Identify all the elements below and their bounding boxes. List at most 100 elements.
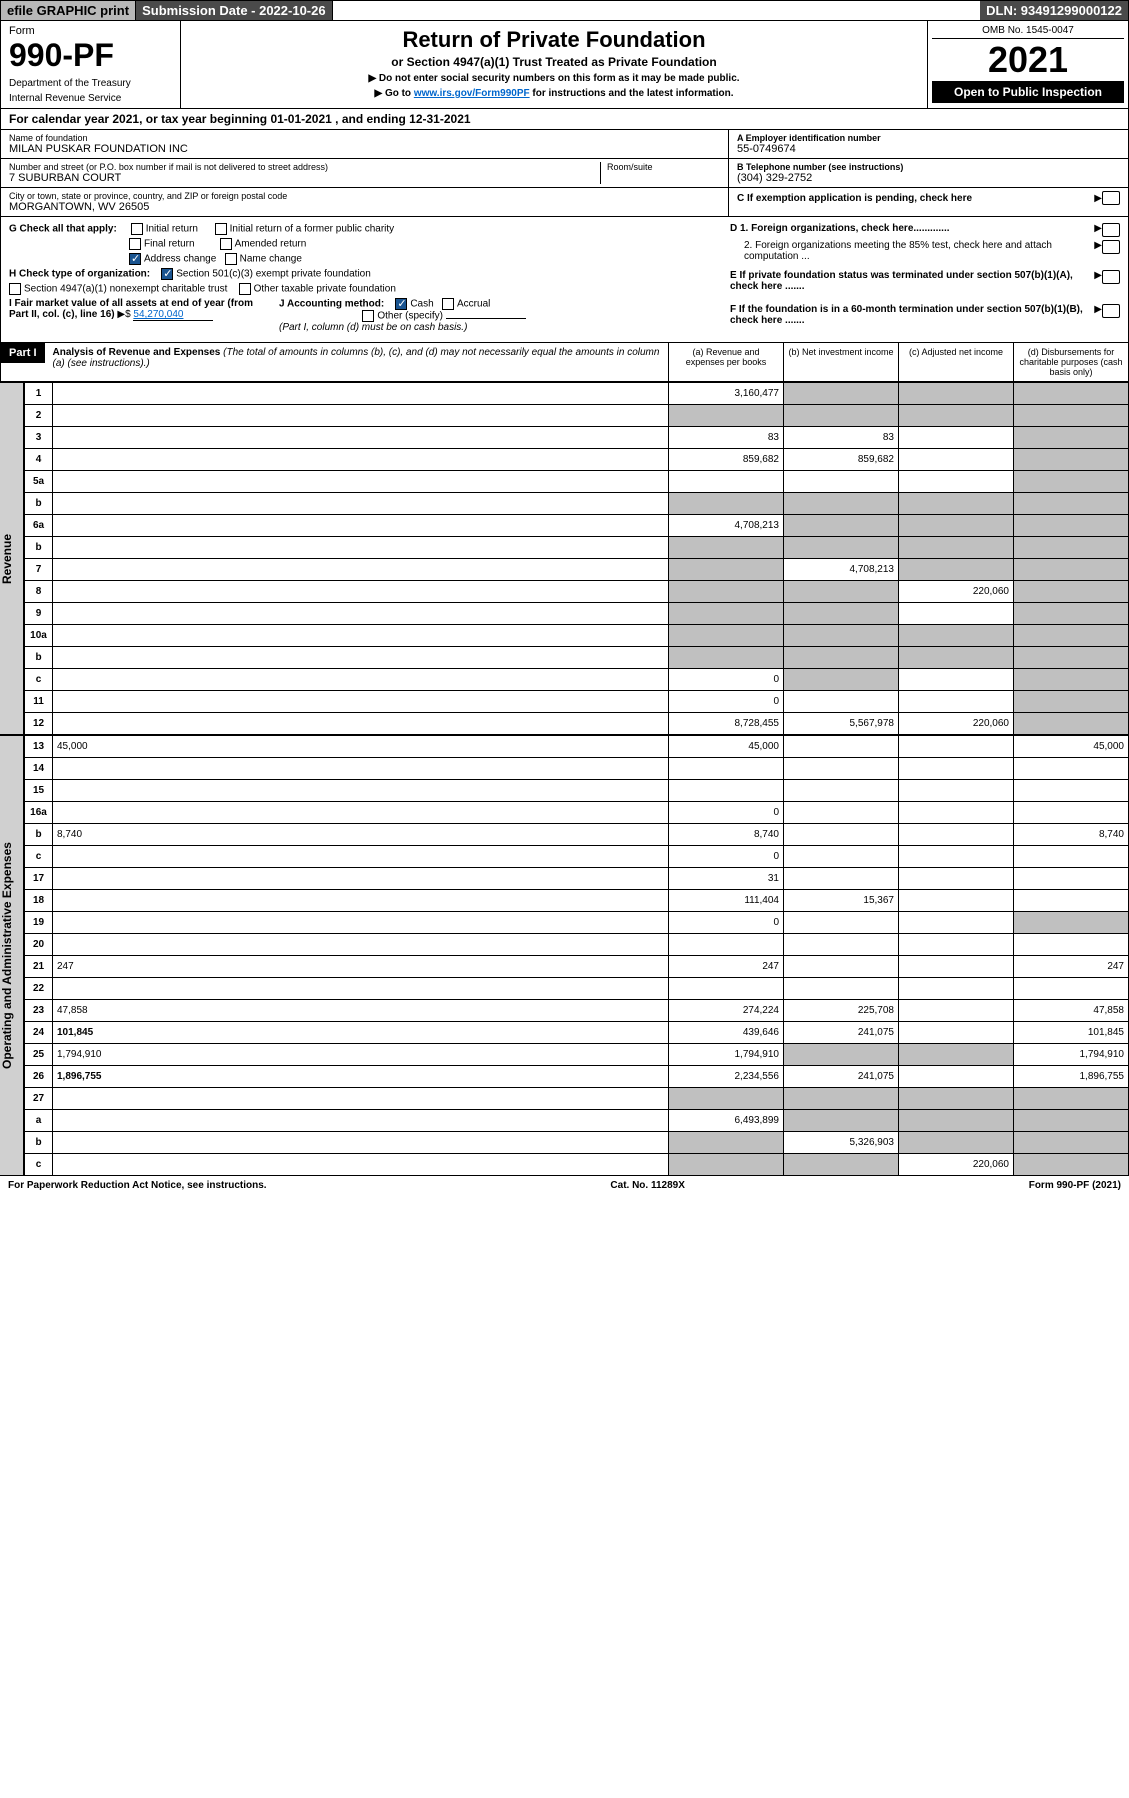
j-accrual-checkbox[interactable] bbox=[442, 298, 454, 310]
cell-d bbox=[1014, 780, 1129, 802]
row-num: 16a bbox=[25, 802, 53, 824]
cell-d bbox=[1014, 1088, 1129, 1110]
tel-cell: B Telephone number (see instructions) (3… bbox=[729, 159, 1128, 188]
form990pf-link[interactable]: www.irs.gov/Form990PF bbox=[414, 88, 530, 99]
initial-former-checkbox[interactable] bbox=[215, 223, 227, 235]
col-a-header: (a) Revenue and expenses per books bbox=[668, 343, 783, 381]
amended-checkbox[interactable] bbox=[220, 238, 232, 250]
final-checkbox[interactable] bbox=[129, 238, 141, 250]
cell-d bbox=[1014, 978, 1129, 1000]
e-checkbox[interactable] bbox=[1102, 270, 1120, 284]
row-num: 18 bbox=[25, 890, 53, 912]
cell-b bbox=[784, 581, 899, 603]
cell-d bbox=[1014, 515, 1129, 537]
cell-a: 274,224 bbox=[669, 1000, 784, 1022]
table-row: 9 bbox=[25, 603, 1129, 625]
cell-c bbox=[899, 934, 1014, 956]
row-num: 7 bbox=[25, 559, 53, 581]
cell-d bbox=[1014, 890, 1129, 912]
row-desc bbox=[53, 934, 669, 956]
f-checkbox[interactable] bbox=[1102, 304, 1120, 318]
i-value[interactable]: 54,270,040 bbox=[133, 309, 213, 321]
c-cell: C If exemption application is pending, c… bbox=[729, 188, 1128, 208]
cell-c bbox=[899, 956, 1014, 978]
cell-c bbox=[899, 780, 1014, 802]
cell-a bbox=[669, 758, 784, 780]
h-501c3-checkbox[interactable] bbox=[161, 268, 173, 280]
cell-b bbox=[784, 912, 899, 934]
table-row: 15 bbox=[25, 780, 1129, 802]
cell-d bbox=[1014, 758, 1129, 780]
table-row: 128,728,4555,567,978220,060 bbox=[25, 713, 1129, 735]
cell-c bbox=[899, 471, 1014, 493]
irs-label: Internal Revenue Service bbox=[9, 93, 172, 104]
cell-c bbox=[899, 846, 1014, 868]
col-headers: (a) Revenue and expenses per books (b) N… bbox=[668, 343, 1128, 381]
d1-row: D 1. Foreign organizations, check here..… bbox=[730, 223, 1120, 237]
city-label: City or town, state or province, country… bbox=[9, 191, 720, 201]
row-desc bbox=[53, 1154, 669, 1176]
table-row: 74,708,213 bbox=[25, 559, 1129, 581]
cell-d bbox=[1014, 846, 1129, 868]
j-cash-checkbox[interactable] bbox=[395, 298, 407, 310]
part1-title: Analysis of Revenue and Expenses bbox=[53, 347, 221, 358]
cell-a bbox=[669, 934, 784, 956]
row-num: b bbox=[25, 537, 53, 559]
row-num: b bbox=[25, 1132, 53, 1154]
table-row: 38383 bbox=[25, 427, 1129, 449]
cell-c bbox=[899, 912, 1014, 934]
cell-d bbox=[1014, 1132, 1129, 1154]
cell-a: 0 bbox=[669, 912, 784, 934]
j-other: Other (specify) bbox=[377, 311, 443, 322]
row-num: 25 bbox=[25, 1044, 53, 1066]
initial-checkbox[interactable] bbox=[131, 223, 143, 235]
row-num: 14 bbox=[25, 758, 53, 780]
h-501c3: Section 501(c)(3) exempt private foundat… bbox=[176, 269, 371, 280]
form-word: Form bbox=[9, 25, 172, 37]
form-number: 990-PF bbox=[9, 37, 172, 74]
h-4947-checkbox[interactable] bbox=[9, 283, 21, 295]
row-desc bbox=[53, 471, 669, 493]
row-num: 8 bbox=[25, 581, 53, 603]
g-final: Final return bbox=[144, 239, 195, 250]
table-row: 2 bbox=[25, 405, 1129, 427]
cell-b: 859,682 bbox=[784, 449, 899, 471]
info-left: Name of foundation MILAN PUSKAR FOUNDATI… bbox=[1, 130, 728, 216]
table-row: c0 bbox=[25, 846, 1129, 868]
arrow-icon: ▶ bbox=[1094, 223, 1102, 237]
part1-desc: Analysis of Revenue and Expenses (The to… bbox=[45, 343, 668, 381]
form-header: Form 990-PF Department of the Treasury I… bbox=[0, 21, 1129, 109]
cell-b: 225,708 bbox=[784, 1000, 899, 1022]
row-num: 6a bbox=[25, 515, 53, 537]
cell-c bbox=[899, 758, 1014, 780]
footer-left: For Paperwork Reduction Act Notice, see … bbox=[8, 1180, 267, 1191]
cell-d bbox=[1014, 1154, 1129, 1176]
address-checkbox[interactable] bbox=[129, 253, 141, 265]
cell-b: 241,075 bbox=[784, 1066, 899, 1088]
cell-b bbox=[784, 493, 899, 515]
c-checkbox[interactable] bbox=[1102, 191, 1120, 205]
d1-checkbox[interactable] bbox=[1102, 223, 1120, 237]
cell-d bbox=[1014, 669, 1129, 691]
name-change-checkbox[interactable] bbox=[225, 253, 237, 265]
d2-checkbox[interactable] bbox=[1102, 240, 1120, 254]
table-row: b bbox=[25, 537, 1129, 559]
row-desc bbox=[53, 449, 669, 471]
cell-c: 220,060 bbox=[899, 581, 1014, 603]
addr-value: 7 SUBURBAN COURT bbox=[9, 172, 600, 184]
cell-a: 31 bbox=[669, 868, 784, 890]
row-num: 17 bbox=[25, 868, 53, 890]
row-desc bbox=[53, 625, 669, 647]
cell-d: 45,000 bbox=[1014, 736, 1129, 758]
cell-c bbox=[899, 1022, 1014, 1044]
cell-d bbox=[1014, 581, 1129, 603]
room-label: Room/suite bbox=[607, 162, 720, 172]
addr-cell: Number and street (or P.O. box number if… bbox=[1, 159, 728, 188]
j-other-checkbox[interactable] bbox=[362, 310, 374, 322]
row-num: 15 bbox=[25, 780, 53, 802]
table-row: 24101,845439,646241,075101,845 bbox=[25, 1022, 1129, 1044]
h-other-checkbox[interactable] bbox=[239, 283, 251, 295]
cell-d bbox=[1014, 868, 1129, 890]
row-num: c bbox=[25, 846, 53, 868]
cell-a: 6,493,899 bbox=[669, 1110, 784, 1132]
